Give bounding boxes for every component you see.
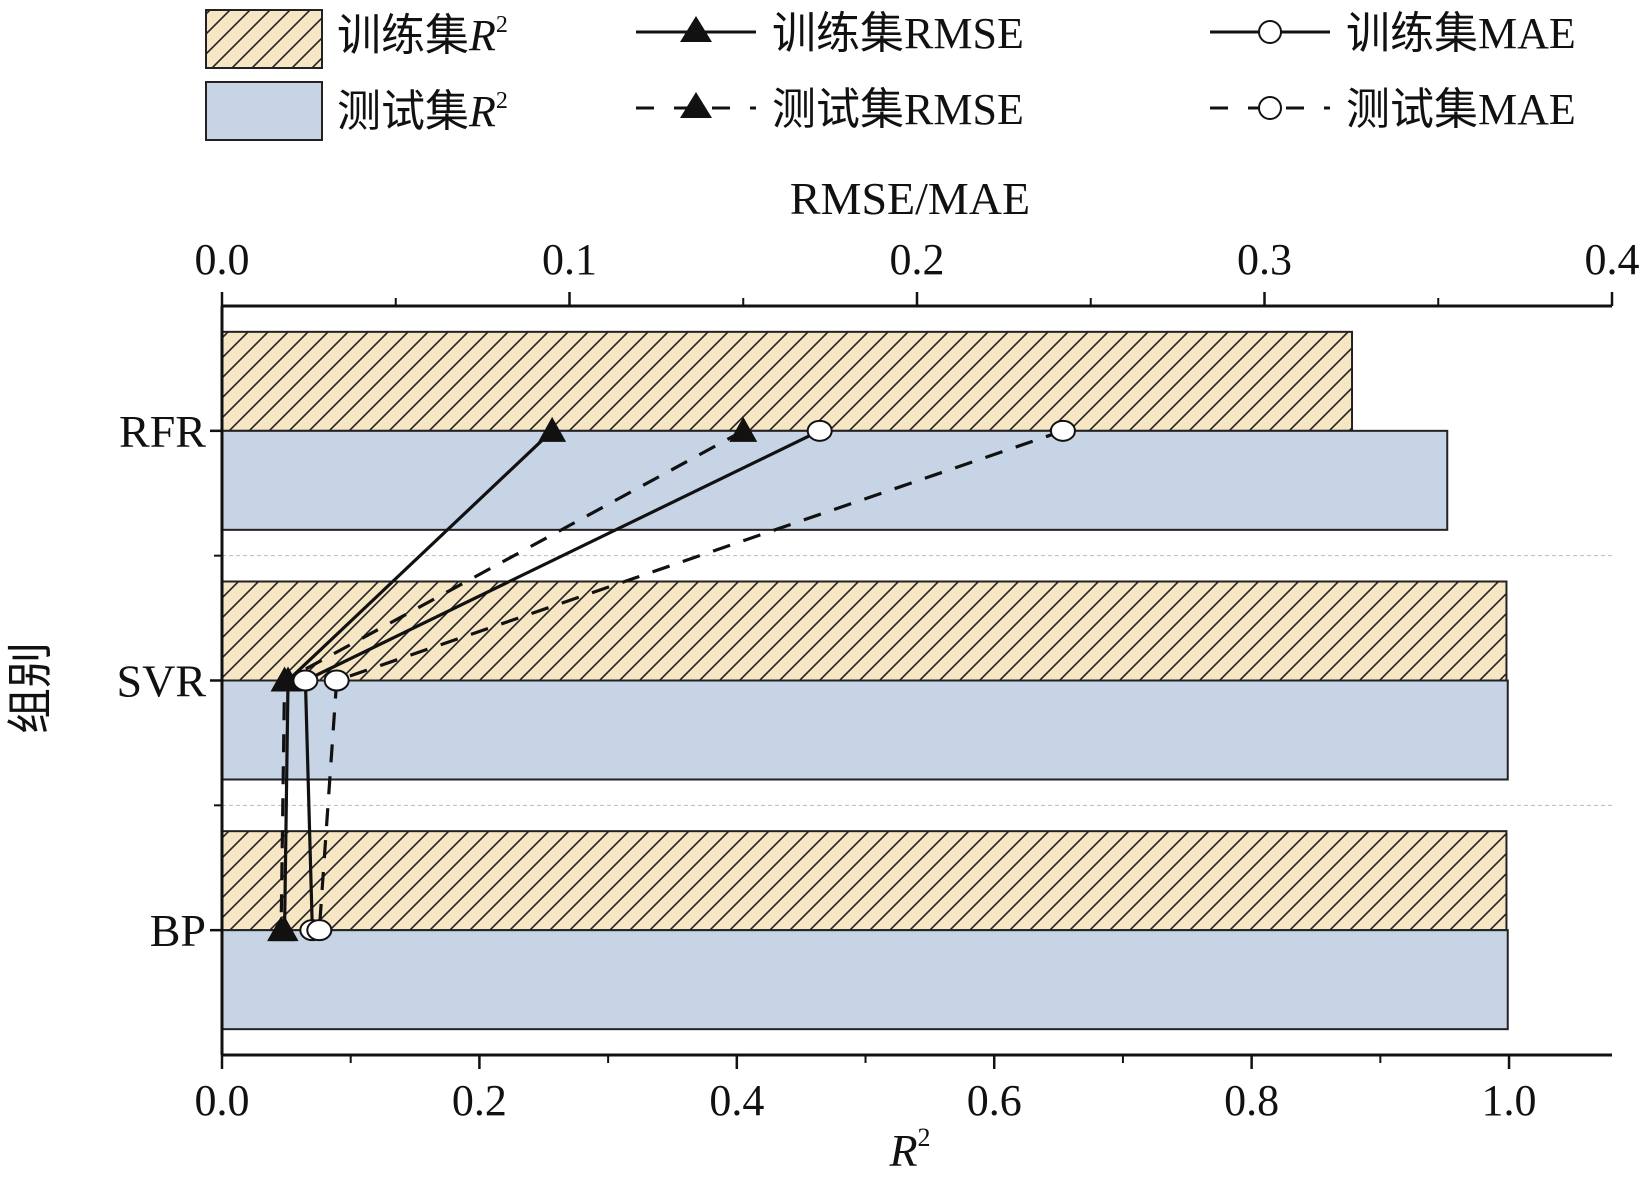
top-tick-label: 0.2 [890, 235, 945, 284]
marker-circle-rfr [1049, 419, 1076, 442]
marker-circle-svr [323, 669, 350, 692]
legend-marker-circle [1258, 20, 1282, 44]
legend-marker-triangle [680, 92, 712, 118]
bottom-tick-label: 0.4 [709, 1076, 764, 1125]
bottom-tick-label: 1.0 [1482, 1076, 1537, 1125]
bottom-tick-label: 0.6 [967, 1076, 1022, 1125]
top-axis-title: RMSE/MAE [790, 173, 1030, 224]
marker-circle-svr [292, 669, 319, 692]
bar-test-r2-bp [221, 929, 1509, 1031]
lines-layer [267, 416, 1076, 942]
bar-test-r2-rfr [221, 429, 1449, 531]
top-tick-label: 0.0 [195, 235, 250, 284]
legend-item-train-mae: 训练集MAE [1210, 9, 1576, 58]
bottom-tick-label: 0.2 [452, 1076, 507, 1125]
legend-item-train-rmse: 训练集RMSE [636, 9, 1024, 58]
legend-label-train-r2: 训练集R2 [337, 11, 508, 60]
category-label-bp: BP [150, 905, 206, 956]
legend-item-test-mae: 测试集MAE [1210, 85, 1576, 134]
bottom-axis-title: R2 [888, 1123, 930, 1176]
group-separators [222, 555, 1612, 806]
legend-label-test-rmse: 测试集RMSE [772, 85, 1024, 134]
bar-train-r2-svr [221, 580, 1508, 682]
legend-label-train-rmse: 训练集RMSE [772, 9, 1024, 58]
marker-triangle-svr [270, 666, 299, 692]
top-tick-label: 0.1 [542, 235, 597, 284]
legend-marker-triangle [680, 16, 712, 42]
legend-label-test-r2: 测试集R2 [337, 87, 508, 136]
marker-triangle-bp [267, 916, 296, 942]
legend-marker-circle [1258, 96, 1282, 120]
ticks-layer: 0.0 0.2 0.4 0.6 0.8 1.0 0.0 0.1 0.2 0.3 0.4 RFR SVR B… [117, 235, 1640, 1125]
category-label-rfr: RFR [119, 406, 206, 457]
left-axis-title: 组别 [5, 642, 56, 734]
bottom-tick-label: 0.0 [195, 1076, 250, 1125]
marker-circle-bp [306, 919, 333, 942]
marker-triangle-rfr [729, 416, 758, 442]
legend-label-test-mae: 测试集MAE [1346, 85, 1576, 134]
bars-layer [221, 330, 1509, 1031]
legend-item-test-r2: 测试集R2 [205, 81, 508, 141]
marker-triangle-rfr [538, 416, 567, 442]
bar-test-r2-svr [221, 679, 1509, 781]
category-label-svr: SVR [117, 656, 207, 707]
legend: 训练集R2 测试集R2 训练集RMSE 测试集RMSE 训练集MAE [205, 9, 1576, 141]
legend-item-test-rmse: 测试集RMSE [636, 85, 1024, 134]
legend-label-train-mae: 训练集MAE [1346, 9, 1576, 58]
marker-circle-rfr [806, 419, 833, 442]
top-tick-label: 0.3 [1237, 235, 1292, 284]
top-tick-label: 0.4 [1585, 235, 1640, 284]
legend-item-train-r2: 训练集R2 [205, 9, 508, 69]
line-mae-test [317, 429, 1064, 931]
bar-train-r2-bp [221, 830, 1508, 932]
bar-train-r2-rfr [221, 330, 1354, 432]
bottom-tick-label: 0.8 [1224, 1076, 1279, 1125]
